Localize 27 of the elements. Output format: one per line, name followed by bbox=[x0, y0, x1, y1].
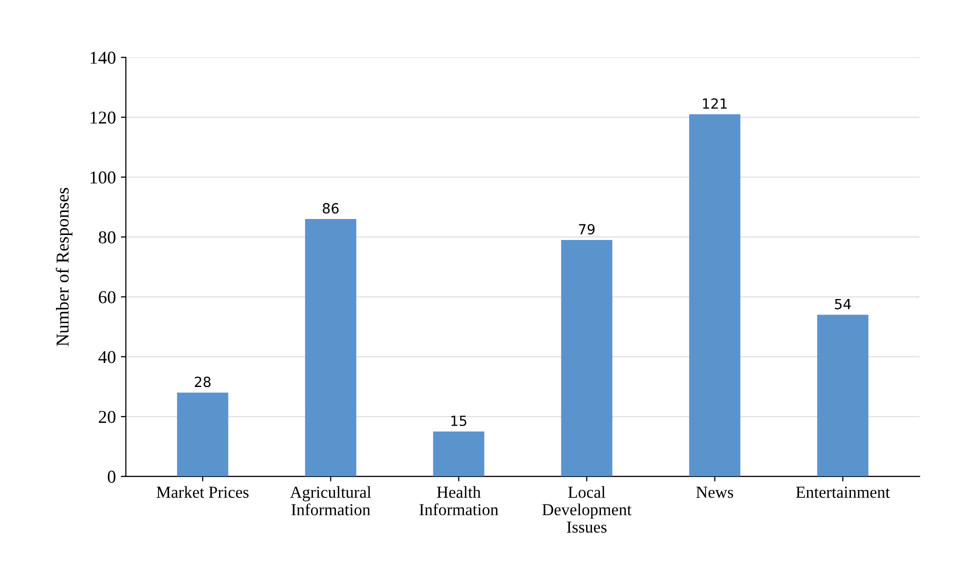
x-tick-label: Agricultural Information bbox=[290, 486, 372, 516]
y-tick-label: 20 bbox=[98, 410, 116, 423]
y-tick-label: 100 bbox=[90, 171, 116, 184]
y-tick-label: 40 bbox=[98, 350, 116, 364]
data-label: 28 bbox=[194, 376, 211, 388]
x-tick-label: Entertainment bbox=[796, 486, 890, 498]
bar bbox=[817, 314, 868, 476]
bar bbox=[689, 114, 740, 476]
y-tick-label: 60 bbox=[98, 291, 116, 304]
data-label: 86 bbox=[322, 203, 339, 214]
data-label: 54 bbox=[835, 299, 851, 310]
y-tick-label: 0 bbox=[108, 470, 116, 483]
x-tick-label: Market Prices bbox=[156, 486, 249, 498]
bar bbox=[305, 219, 356, 476]
x-tick-label: Health Information bbox=[420, 486, 498, 516]
y-tick-label: 120 bbox=[90, 112, 116, 124]
data-label: 121 bbox=[703, 98, 727, 109]
bar bbox=[433, 432, 484, 476]
y-axis-title: Number of Responses bbox=[56, 188, 72, 346]
x-tick-label: Local Development Issues bbox=[542, 486, 632, 533]
data-label: 15 bbox=[451, 416, 466, 426]
y-tick-label: 140 bbox=[90, 52, 116, 64]
data-label: 79 bbox=[579, 224, 595, 235]
y-tick-label: 80 bbox=[98, 231, 116, 244]
x-tick-label: News bbox=[696, 486, 734, 498]
bar bbox=[177, 392, 228, 476]
bar bbox=[561, 240, 612, 476]
